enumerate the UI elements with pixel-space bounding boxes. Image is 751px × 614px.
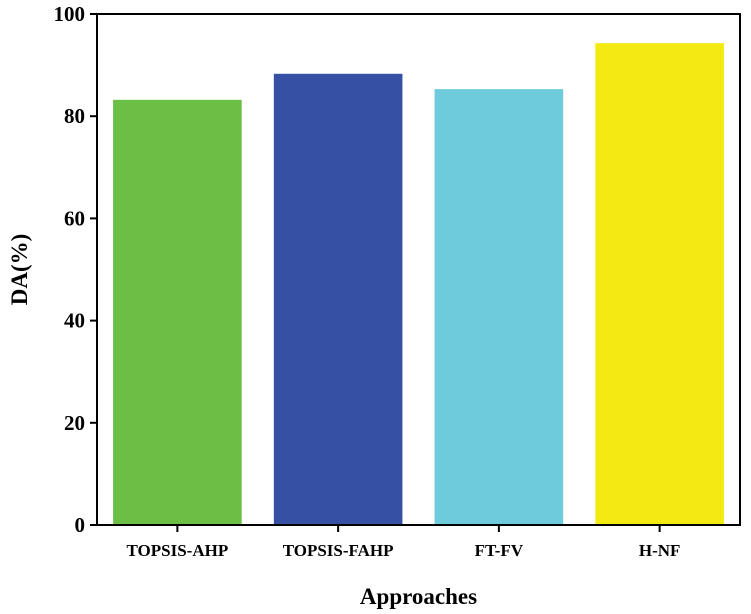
bar-ft-fv: [434, 89, 564, 525]
x-axis-title: Approaches: [360, 584, 477, 609]
x-axis-ticks: TOPSIS-AHP TOPSIS-FAHP FT-FV H-NF: [127, 525, 681, 560]
plot-frame: [96, 13, 741, 526]
bar-h-nf: [595, 43, 724, 525]
y-tick-label: 20: [64, 411, 85, 435]
x-category-label: FT-FV: [475, 541, 524, 560]
x-category-label: H-NF: [639, 541, 681, 560]
x-category-label: TOPSIS-AHP: [127, 541, 229, 560]
x-category-label: TOPSIS-FAHP: [283, 541, 394, 560]
y-tick-label: 100: [54, 2, 86, 26]
y-axis-ticks: 0 20 40 60 80 100: [54, 2, 97, 537]
bars-group: [113, 43, 724, 526]
y-tick-label: 0: [75, 513, 86, 537]
y-tick-label: 80: [64, 104, 85, 128]
y-axis-title: DA(%): [7, 234, 32, 306]
y-tick-label: 60: [64, 206, 85, 230]
bar-topsis-ahp: [113, 99, 242, 526]
bar-topsis-fahp: [273, 73, 403, 526]
y-tick-label: 40: [64, 309, 85, 333]
